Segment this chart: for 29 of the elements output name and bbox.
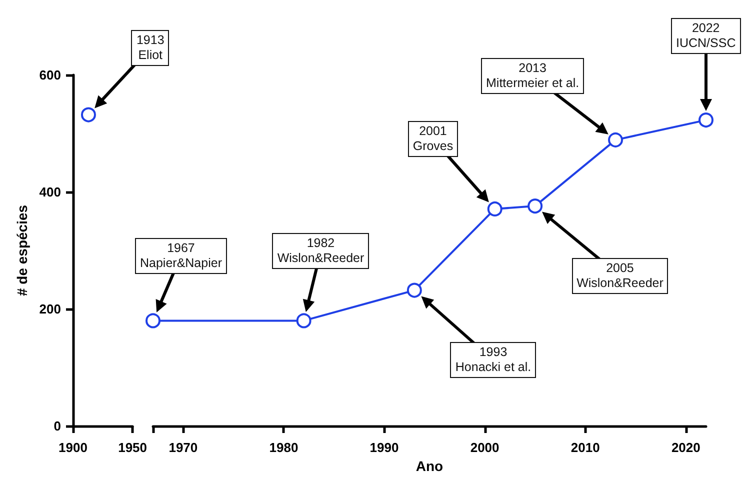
x-axis-title: Ano <box>416 458 444 474</box>
x-tick-label: 1980 <box>269 440 298 455</box>
point <box>608 132 624 148</box>
annotation: 2005 Wislon&Reeder <box>572 258 668 294</box>
annotation: 1982 Wislon&Reeder <box>272 232 370 269</box>
annotation: 2001 Groves <box>408 120 458 157</box>
x-tick-label: 1990 <box>370 440 399 455</box>
point <box>146 313 160 328</box>
point <box>487 201 502 216</box>
annotation: 1967 Napier&Napier <box>135 238 227 274</box>
x-tick-label: 1900 <box>58 440 88 455</box>
y-tick-label: 0 <box>54 418 61 434</box>
annotation: 2013 Mittermeier et al. <box>481 58 584 94</box>
point <box>406 282 422 298</box>
text: 2022 IUCN/SSC <box>671 18 741 54</box>
y-axis-title: # de espécies <box>14 204 30 296</box>
x-tick-label: 2020 <box>671 440 700 455</box>
y-tick-label: 600 <box>39 68 61 82</box>
point <box>698 112 714 128</box>
point <box>528 198 543 214</box>
x-tick-label: 2000 <box>470 440 500 455</box>
annotation: 1993 Honacki et al. <box>450 342 536 378</box>
point <box>296 313 312 328</box>
x-tick-label: 1970 <box>168 440 198 455</box>
y-tick-label: 200 <box>39 302 61 316</box>
text: 1913 Eliot <box>131 30 170 66</box>
y-tick-label: 400 <box>39 184 61 200</box>
x-tick-label: 1950 <box>118 440 147 455</box>
x-tick-label: 2010 <box>570 440 600 455</box>
